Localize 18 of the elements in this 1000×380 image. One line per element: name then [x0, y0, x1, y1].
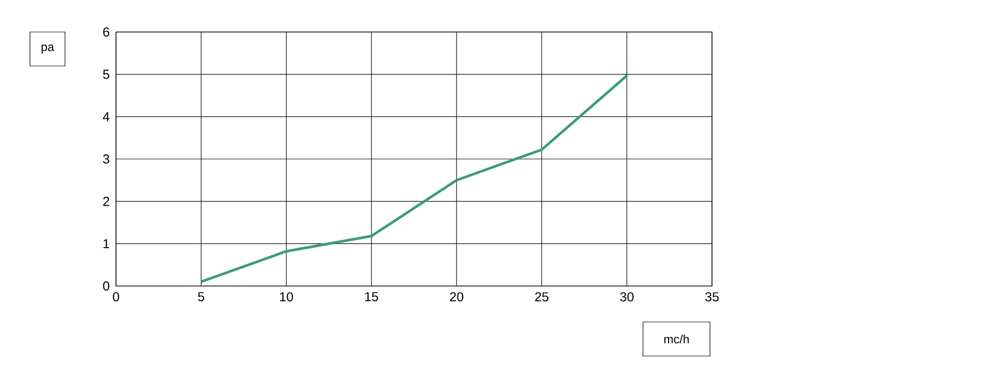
x-tick-label: 0	[112, 292, 120, 302]
y-tick-label: 5	[103, 70, 110, 79]
x-tick-label: 15	[365, 292, 378, 302]
y-axis-title: pa	[42, 44, 54, 54]
y-tick-label: 4	[102, 112, 110, 122]
x-tick-label: 10	[280, 292, 294, 302]
x-tick-label: 20	[450, 292, 464, 302]
x-tick-label: 30	[620, 292, 634, 302]
x-axis-title: mc/h	[664, 334, 689, 344]
x-tick-label: 35	[705, 292, 719, 302]
y-tick-label: 6	[103, 27, 110, 37]
y-tick-label: 1	[104, 239, 110, 248]
y-tick-label: 3	[103, 154, 110, 164]
x-tick-label: 5	[198, 292, 204, 302]
y-tick-label: 0	[103, 281, 110, 291]
x-tick-label: 25	[535, 292, 548, 302]
y-tick-label: 2	[103, 196, 110, 206]
line-series	[200, 74, 628, 284]
